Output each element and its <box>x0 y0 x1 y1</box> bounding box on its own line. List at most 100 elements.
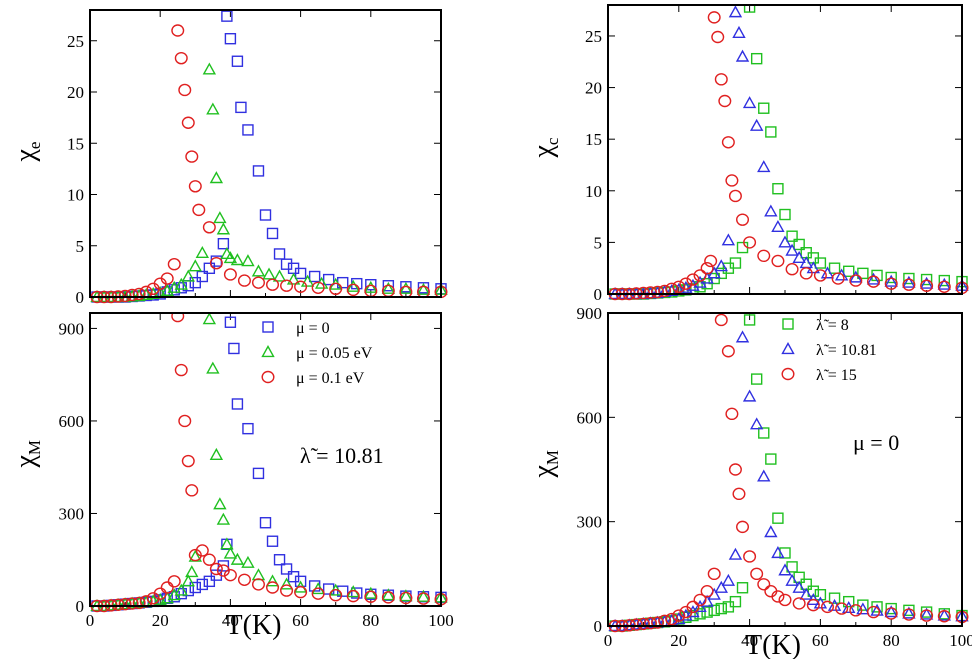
y-tick-label: 300 <box>59 504 85 523</box>
data-point <box>251 264 266 277</box>
data-point <box>813 269 827 282</box>
y-axis-label: χe <box>10 142 44 163</box>
data-point <box>743 5 756 13</box>
data-point <box>125 288 139 302</box>
data-point <box>230 552 245 565</box>
data-point <box>718 94 732 108</box>
data-point <box>903 272 915 285</box>
data-point <box>224 33 237 45</box>
series-2 <box>90 313 448 613</box>
data-point <box>778 593 792 607</box>
y-tick-label: 20 <box>67 83 84 102</box>
data-point <box>259 209 272 221</box>
data-point <box>721 573 736 586</box>
data-point <box>242 124 254 136</box>
data-point <box>223 546 238 559</box>
data-point <box>160 272 174 285</box>
data-point <box>167 575 181 588</box>
data-point <box>937 277 951 290</box>
data-point <box>771 546 785 559</box>
legend-label: μ = 0.1 eV <box>296 370 365 387</box>
data-point <box>707 11 721 24</box>
data-point <box>902 278 916 291</box>
data-point <box>820 600 834 614</box>
y-tick-label: 5 <box>76 237 85 256</box>
data-point <box>167 258 181 271</box>
data-point <box>364 590 378 603</box>
data-point <box>735 330 750 343</box>
y-axis-label-main: χ <box>528 145 559 159</box>
data-point <box>903 604 915 617</box>
data-point <box>714 580 728 593</box>
data-point <box>792 597 806 610</box>
data-point <box>223 251 238 264</box>
data-point <box>834 268 849 281</box>
data-point <box>279 577 294 590</box>
data-point <box>185 565 199 578</box>
data-point <box>694 608 706 620</box>
series-0 <box>91 316 447 612</box>
data-point <box>779 208 791 221</box>
data-point <box>174 277 188 290</box>
data-point <box>351 587 363 599</box>
data-point <box>757 160 771 173</box>
data-point <box>174 51 188 65</box>
data-markers <box>90 313 448 613</box>
data-point <box>686 600 700 614</box>
x-axis-label: T(K) <box>226 610 282 641</box>
legend-label: μ = 0.05 eV <box>296 345 373 362</box>
data-point <box>665 612 679 626</box>
data-point <box>146 592 160 605</box>
data-point <box>346 279 360 292</box>
y-tick-label: 300 <box>577 513 603 532</box>
data-point <box>181 574 195 587</box>
data-point <box>920 609 934 622</box>
data-point <box>266 227 279 240</box>
x-tick-label: 100 <box>428 611 454 630</box>
data-point <box>700 594 714 607</box>
data-point <box>828 592 841 604</box>
data-point <box>230 253 245 266</box>
panel-annotation: λ̃ = 10.81 <box>300 443 384 468</box>
data-point <box>643 617 657 630</box>
data-point <box>884 605 898 618</box>
data-point <box>885 602 897 615</box>
data-point <box>714 259 728 272</box>
data-point <box>224 316 237 328</box>
data-point <box>237 274 251 287</box>
x-axis-label: T(K) <box>745 630 801 659</box>
data-point <box>735 49 750 62</box>
data-point <box>181 116 195 129</box>
data-point <box>857 267 869 280</box>
y-tick-label: 0 <box>76 597 85 616</box>
data-point <box>779 547 791 559</box>
data-point <box>311 587 325 600</box>
data-point <box>750 567 764 581</box>
data-point <box>209 447 224 460</box>
data-point <box>381 588 396 601</box>
data-point <box>902 608 916 621</box>
legend-marker <box>261 345 275 358</box>
data-point <box>902 606 916 619</box>
data-point <box>693 593 707 607</box>
data-point <box>884 274 898 287</box>
y-axis-label: χM <box>10 440 44 469</box>
data-point <box>132 287 146 301</box>
data-point <box>228 342 240 355</box>
data-point <box>399 281 413 294</box>
data-point <box>736 520 750 534</box>
series-0 <box>91 10 447 303</box>
data-point <box>866 272 881 285</box>
data-point <box>721 136 735 149</box>
data-point <box>221 10 233 22</box>
series-1 <box>608 330 969 632</box>
data-point <box>266 581 280 594</box>
data-point <box>843 595 855 608</box>
data-point <box>237 573 251 586</box>
data-point <box>181 269 195 282</box>
data-point <box>771 590 785 603</box>
legend-label: λ̃ = 10.81 <box>816 342 877 359</box>
data-point <box>188 180 202 193</box>
data-point <box>171 24 185 37</box>
